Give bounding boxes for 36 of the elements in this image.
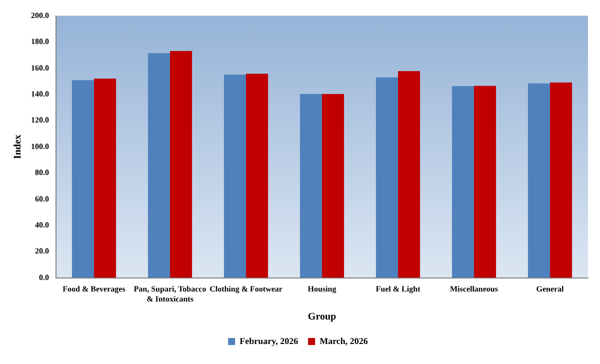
y-tick-label: 20.0: [35, 246, 49, 256]
bar: [72, 80, 94, 278]
bar: [528, 83, 550, 278]
bar: [474, 86, 496, 278]
x-tick-label: Pan, Supari, Tobacco & Intoxicants: [134, 284, 206, 304]
x-tick-label: Miscellaneous: [450, 284, 498, 294]
y-tick-label: 140.0: [31, 89, 49, 98]
bar: [224, 74, 246, 278]
bar: [148, 53, 170, 278]
y-tick-label: 200.0: [31, 10, 49, 20]
y-tick-label: 160.0: [31, 63, 49, 72]
x-tick-label: Clothing & Footwear: [210, 284, 283, 294]
y-tick-label: 60.0: [35, 194, 49, 204]
y-tick-label: 180.0: [31, 37, 49, 46]
x-tick-label: Fuel & Light: [376, 284, 421, 294]
bar: [94, 78, 116, 278]
bar: [322, 94, 344, 278]
bar: [170, 51, 192, 278]
bar: [452, 86, 474, 278]
legend-label: February, 2026: [240, 336, 299, 346]
y-tick-label: 0.0: [39, 272, 49, 282]
y-axis-title: Index: [12, 134, 24, 160]
x-tick-label: Housing: [308, 284, 336, 294]
bar: [376, 77, 398, 278]
x-tick-label: General: [536, 284, 565, 294]
bar: [246, 74, 268, 278]
y-tick-label: 40.0: [35, 220, 49, 230]
x-axis-title: Group: [308, 312, 337, 323]
y-tick-label: 120.0: [31, 116, 49, 125]
x-tick-label: Food & Beverages: [62, 284, 126, 294]
bar: [550, 82, 572, 278]
bar: [300, 94, 322, 278]
y-tick-label: 100.0: [31, 142, 49, 151]
bar: [398, 71, 420, 278]
y-tick-label: 80.0: [35, 168, 49, 178]
legend-label: March, 2026: [320, 336, 368, 346]
